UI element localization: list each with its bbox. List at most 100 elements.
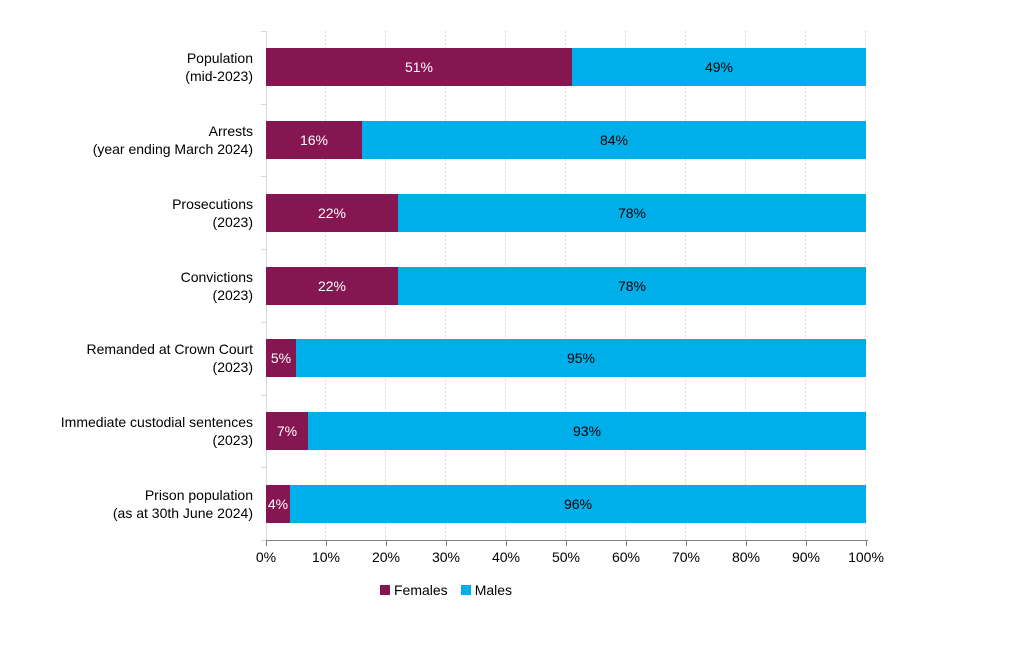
stacked-bar: 16% 84% <box>266 121 866 160</box>
y-axis-tick <box>261 176 266 178</box>
legend-swatch-icon <box>380 585 390 595</box>
bar-value-label: 96% <box>563 495 593 512</box>
category-label-line: Prosecutions <box>172 195 253 212</box>
chart-row: 7% 93% <box>266 395 866 468</box>
x-axis-tick <box>686 541 687 546</box>
category-labels: Population (mid-2023) Arrests (year ending … <box>0 31 253 540</box>
bar-segment-males: 96% <box>290 484 866 523</box>
category-label-line: (as at 30th June 2024) <box>112 504 253 521</box>
x-axis-tick-label: 70% <box>671 549 701 565</box>
category-label-line: (2023) <box>212 431 253 448</box>
category-label-line: Arrests <box>208 123 253 140</box>
y-axis-tick <box>261 31 266 32</box>
y-axis-tick <box>261 467 266 469</box>
x-axis-tick-label: 100% <box>848 549 884 565</box>
y-axis-tick <box>261 540 266 541</box>
category-label-line: (2023) <box>212 286 253 303</box>
category-label: Convictions (2023) <box>0 249 253 322</box>
x-axis-tick <box>266 541 267 546</box>
bar-value-label: 78% <box>617 204 647 221</box>
legend-swatch-icon <box>460 585 471 595</box>
x-axis-tick-label: 10% <box>311 549 341 565</box>
bar-value-label: 84% <box>599 132 629 149</box>
bar-value-label: 22% <box>317 204 347 221</box>
stacked-bar: 7% 93% <box>266 411 866 450</box>
category-label-line: (mid-2023) <box>185 68 253 85</box>
category-label-line: (2023) <box>212 213 253 230</box>
bar-value-label: 4% <box>267 495 289 512</box>
x-axis-tick <box>626 541 627 546</box>
bar-segment-males: 95% <box>296 339 866 378</box>
x-axis-tick <box>806 541 807 546</box>
x-axis-tick-label: 90% <box>791 549 821 565</box>
category-label: Prosecutions (2023) <box>0 176 253 249</box>
legend: Females Males <box>380 580 512 600</box>
bar-value-label: 22% <box>317 277 347 294</box>
stacked-bar: 5% 95% <box>266 339 866 378</box>
x-axis-tick <box>866 541 867 546</box>
bar-segment-females: 22% <box>266 193 398 232</box>
bar-value-label: 5% <box>270 350 292 367</box>
stacked-bar: 4% 96% <box>266 484 866 523</box>
category-label: Prison population (as at 30th June 2024) <box>0 467 253 540</box>
x-axis-tick-label: 0% <box>255 549 277 565</box>
legend-label: Females <box>394 582 448 598</box>
category-label-line: Prison population <box>144 486 253 503</box>
bar-segment-males: 93% <box>308 411 866 450</box>
category-label-line: Population <box>186 50 253 67</box>
category-label-line: Remanded at Crown Court <box>86 341 253 358</box>
y-axis-tick <box>261 249 266 251</box>
category-label: Immediate custodial sentences (2023) <box>0 395 253 468</box>
legend-item-females: Females <box>380 582 448 598</box>
bar-value-label: 7% <box>276 422 298 439</box>
chart-row: 51% 49% <box>266 31 866 104</box>
legend-item-males: Males <box>460 582 513 598</box>
y-axis-tick <box>261 103 266 105</box>
bar-value-label: 93% <box>572 422 602 439</box>
bar-segment-males: 84% <box>362 121 866 160</box>
bar-segment-females: 5% <box>266 339 296 378</box>
x-axis-line <box>263 540 868 541</box>
chart-row: 22% 78% <box>266 249 866 322</box>
legend-label: Males <box>474 582 513 598</box>
bar-segment-females: 51% <box>266 48 572 87</box>
y-axis-tick <box>261 321 266 323</box>
x-axis-tick <box>386 541 387 546</box>
x-axis-tick <box>326 541 327 546</box>
x-axis-tick <box>446 541 447 546</box>
bar-value-label: 16% <box>299 132 329 149</box>
bar-segment-males: 78% <box>398 193 866 232</box>
bar-segment-females: 16% <box>266 121 362 160</box>
bar-segment-females: 7% <box>266 411 308 450</box>
category-label-line: (2023) <box>212 359 253 376</box>
category-label-line: Immediate custodial sentences <box>60 413 253 430</box>
bar-value-label: 95% <box>566 350 596 367</box>
bar-rows: 51% 49% 16% 84% 22% 78% 22% 78% 5% 95% 7% 93% 4% 96% <box>266 31 866 540</box>
stacked-bar: 22% 78% <box>266 266 866 305</box>
x-axis-tick-label: 60% <box>611 549 641 565</box>
category-label-line: (year ending March 2024) <box>92 141 253 158</box>
plot-area: 51% 49% 16% 84% 22% 78% 22% 78% 5% 95% 7% 93% 4% 96% <box>266 31 866 540</box>
chart-row: 4% 96% <box>266 467 866 540</box>
x-axis-tick-label: 40% <box>491 549 521 565</box>
category-label-line: Convictions <box>180 268 253 285</box>
x-axis-tick-label: 30% <box>431 549 461 565</box>
chart-row: 22% 78% <box>266 176 866 249</box>
x-axis-tick-label: 80% <box>731 549 761 565</box>
stacked-bar: 22% 78% <box>266 193 866 232</box>
bar-segment-females: 4% <box>266 484 290 523</box>
x-axis-tick <box>506 541 507 546</box>
bar-value-label: 78% <box>617 277 647 294</box>
x-axis-tick <box>566 541 567 546</box>
chart-row: 16% 84% <box>266 104 866 177</box>
bar-segment-females: 22% <box>266 266 398 305</box>
x-axis-tick-label: 20% <box>371 549 401 565</box>
bar-value-label: 49% <box>704 59 734 76</box>
bar-segment-males: 49% <box>572 48 866 87</box>
category-label: Arrests (year ending March 2024) <box>0 104 253 177</box>
chart-row: 5% 95% <box>266 322 866 395</box>
y-axis-tick <box>261 394 266 396</box>
bar-value-label: 51% <box>404 59 434 76</box>
stacked-bar: 51% 49% <box>266 48 866 87</box>
